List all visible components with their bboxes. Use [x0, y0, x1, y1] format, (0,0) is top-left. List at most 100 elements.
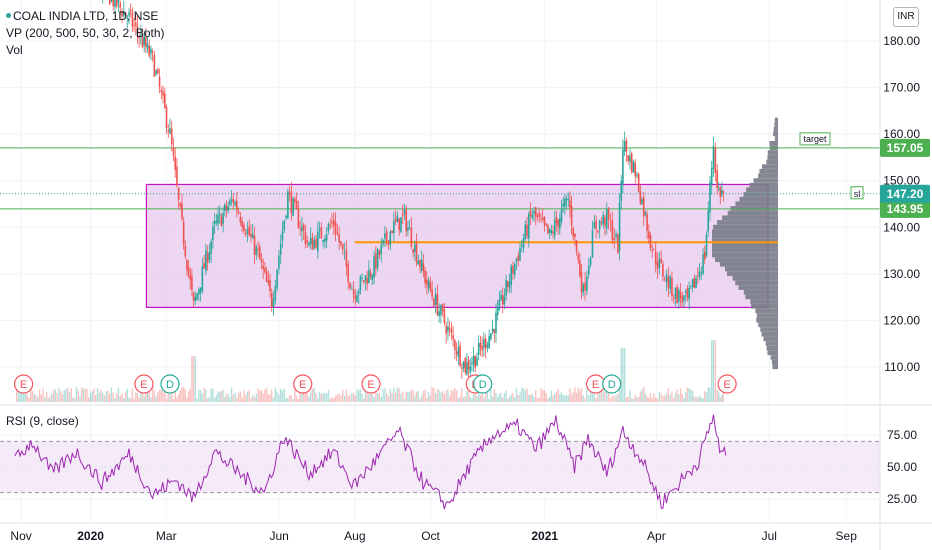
volume-bar [325, 393, 328, 402]
profile-bar [758, 173, 778, 179]
volume-bar [721, 395, 723, 402]
volume-bar [474, 388, 476, 402]
candle-body [306, 240, 308, 243]
volume-bar [658, 392, 661, 402]
volume-bar [103, 395, 106, 402]
rsi-legend[interactable]: RSI (9, close) [6, 414, 79, 428]
candlesticks [102, 0, 725, 380]
candle-body [162, 91, 164, 96]
volume-bar [210, 388, 212, 402]
candle-body [717, 188, 720, 190]
price-tick-label: 170.00 [883, 81, 920, 95]
volume-bar [58, 388, 60, 402]
volume-bar [333, 398, 335, 402]
volume-bar [74, 398, 76, 402]
volume-bar [424, 389, 426, 402]
price-axis-tag: 147.20 [880, 184, 930, 203]
volume-bar [486, 389, 489, 402]
candle-body [703, 251, 706, 260]
volume-bar [426, 398, 428, 402]
candle-body [538, 213, 541, 217]
candle-body [587, 265, 590, 275]
volume-bar [441, 390, 444, 402]
range-box[interactable] [145, 183, 769, 308]
time-tick-label: Aug [344, 529, 365, 543]
volume-bar [459, 396, 461, 402]
marker-label: E [20, 379, 27, 391]
profile-bar [738, 285, 778, 290]
volume-bar [493, 388, 495, 402]
volume-bar [569, 388, 571, 402]
volume-bar [151, 387, 154, 402]
volume-bar [234, 392, 236, 402]
candle-body [295, 200, 298, 210]
price-tag-label: 143.95 [887, 202, 924, 216]
volume-bar [535, 389, 537, 402]
candle-body [351, 288, 353, 290]
volume-bar [394, 392, 397, 402]
candle-body [533, 210, 535, 214]
candle-body [121, 10, 123, 17]
volume-bar [259, 390, 261, 402]
candle-body [671, 278, 673, 297]
volume-bar [649, 393, 652, 402]
candle-body [248, 226, 251, 236]
volume-bar [176, 397, 178, 402]
candle-body [368, 269, 370, 284]
candle-body [324, 238, 326, 243]
candle-body [224, 204, 226, 211]
volume-bar [636, 397, 638, 402]
candle-body [598, 220, 601, 230]
price-tag-label: 157.05 [887, 141, 924, 155]
volume-bar [271, 389, 273, 402]
candle-body [362, 280, 365, 282]
volume-bar [678, 394, 680, 402]
candle-body [359, 276, 362, 291]
profile-bar [766, 159, 778, 165]
candle-body [422, 263, 425, 272]
dividend-marker: D [160, 374, 180, 394]
candle-body [115, 0, 118, 7]
volume-bar [637, 397, 640, 402]
symbol-legend[interactable]: COAL INDIA LTD, 1D, NSE [6, 9, 158, 24]
volume-bar [664, 395, 666, 402]
volume-bar [366, 389, 368, 402]
time-tick-label: Oct [421, 529, 440, 543]
time-axis[interactable]: Nov 2020 Mar Jun Aug Oct 2021 Apr Jul Sep [10, 529, 857, 543]
volume-bar [651, 397, 653, 402]
candle-body [605, 208, 608, 229]
candle-body [721, 190, 723, 195]
volume-bar [496, 397, 499, 402]
volume-bar [44, 397, 46, 402]
candle-body [378, 250, 381, 256]
vol-legend[interactable]: Vol [6, 43, 23, 57]
volume-bar [347, 395, 349, 402]
volume-bar [331, 396, 333, 402]
profile-bar [773, 126, 778, 132]
volume-bar [462, 397, 465, 402]
candle-body [526, 224, 528, 237]
candle-body [283, 220, 286, 231]
candle-body [438, 311, 440, 316]
volume-bar [375, 387, 377, 402]
volume-bar [466, 390, 468, 402]
volume-bar [688, 388, 690, 402]
candle-body [110, 0, 113, 2]
candle-body [294, 198, 296, 203]
volume-bar [643, 387, 645, 402]
currency-button[interactable]: INR [893, 7, 919, 27]
candle-body [678, 289, 680, 302]
volume-bar [252, 395, 254, 402]
candle-body [167, 130, 170, 132]
candle-body [709, 182, 711, 213]
marker-circle [134, 374, 154, 394]
candle-body [686, 288, 689, 299]
vp-legend[interactable]: VP (200, 500, 50, 30, 2, Both) [6, 26, 165, 40]
candle-body [424, 270, 426, 283]
event-markers[interactable]: EEDEEEDEDE [13, 374, 737, 394]
horizontal-lines[interactable]: target sl [0, 132, 880, 210]
candle-body [648, 231, 650, 239]
volume-bar [613, 395, 615, 402]
marker-label: E [299, 379, 306, 391]
